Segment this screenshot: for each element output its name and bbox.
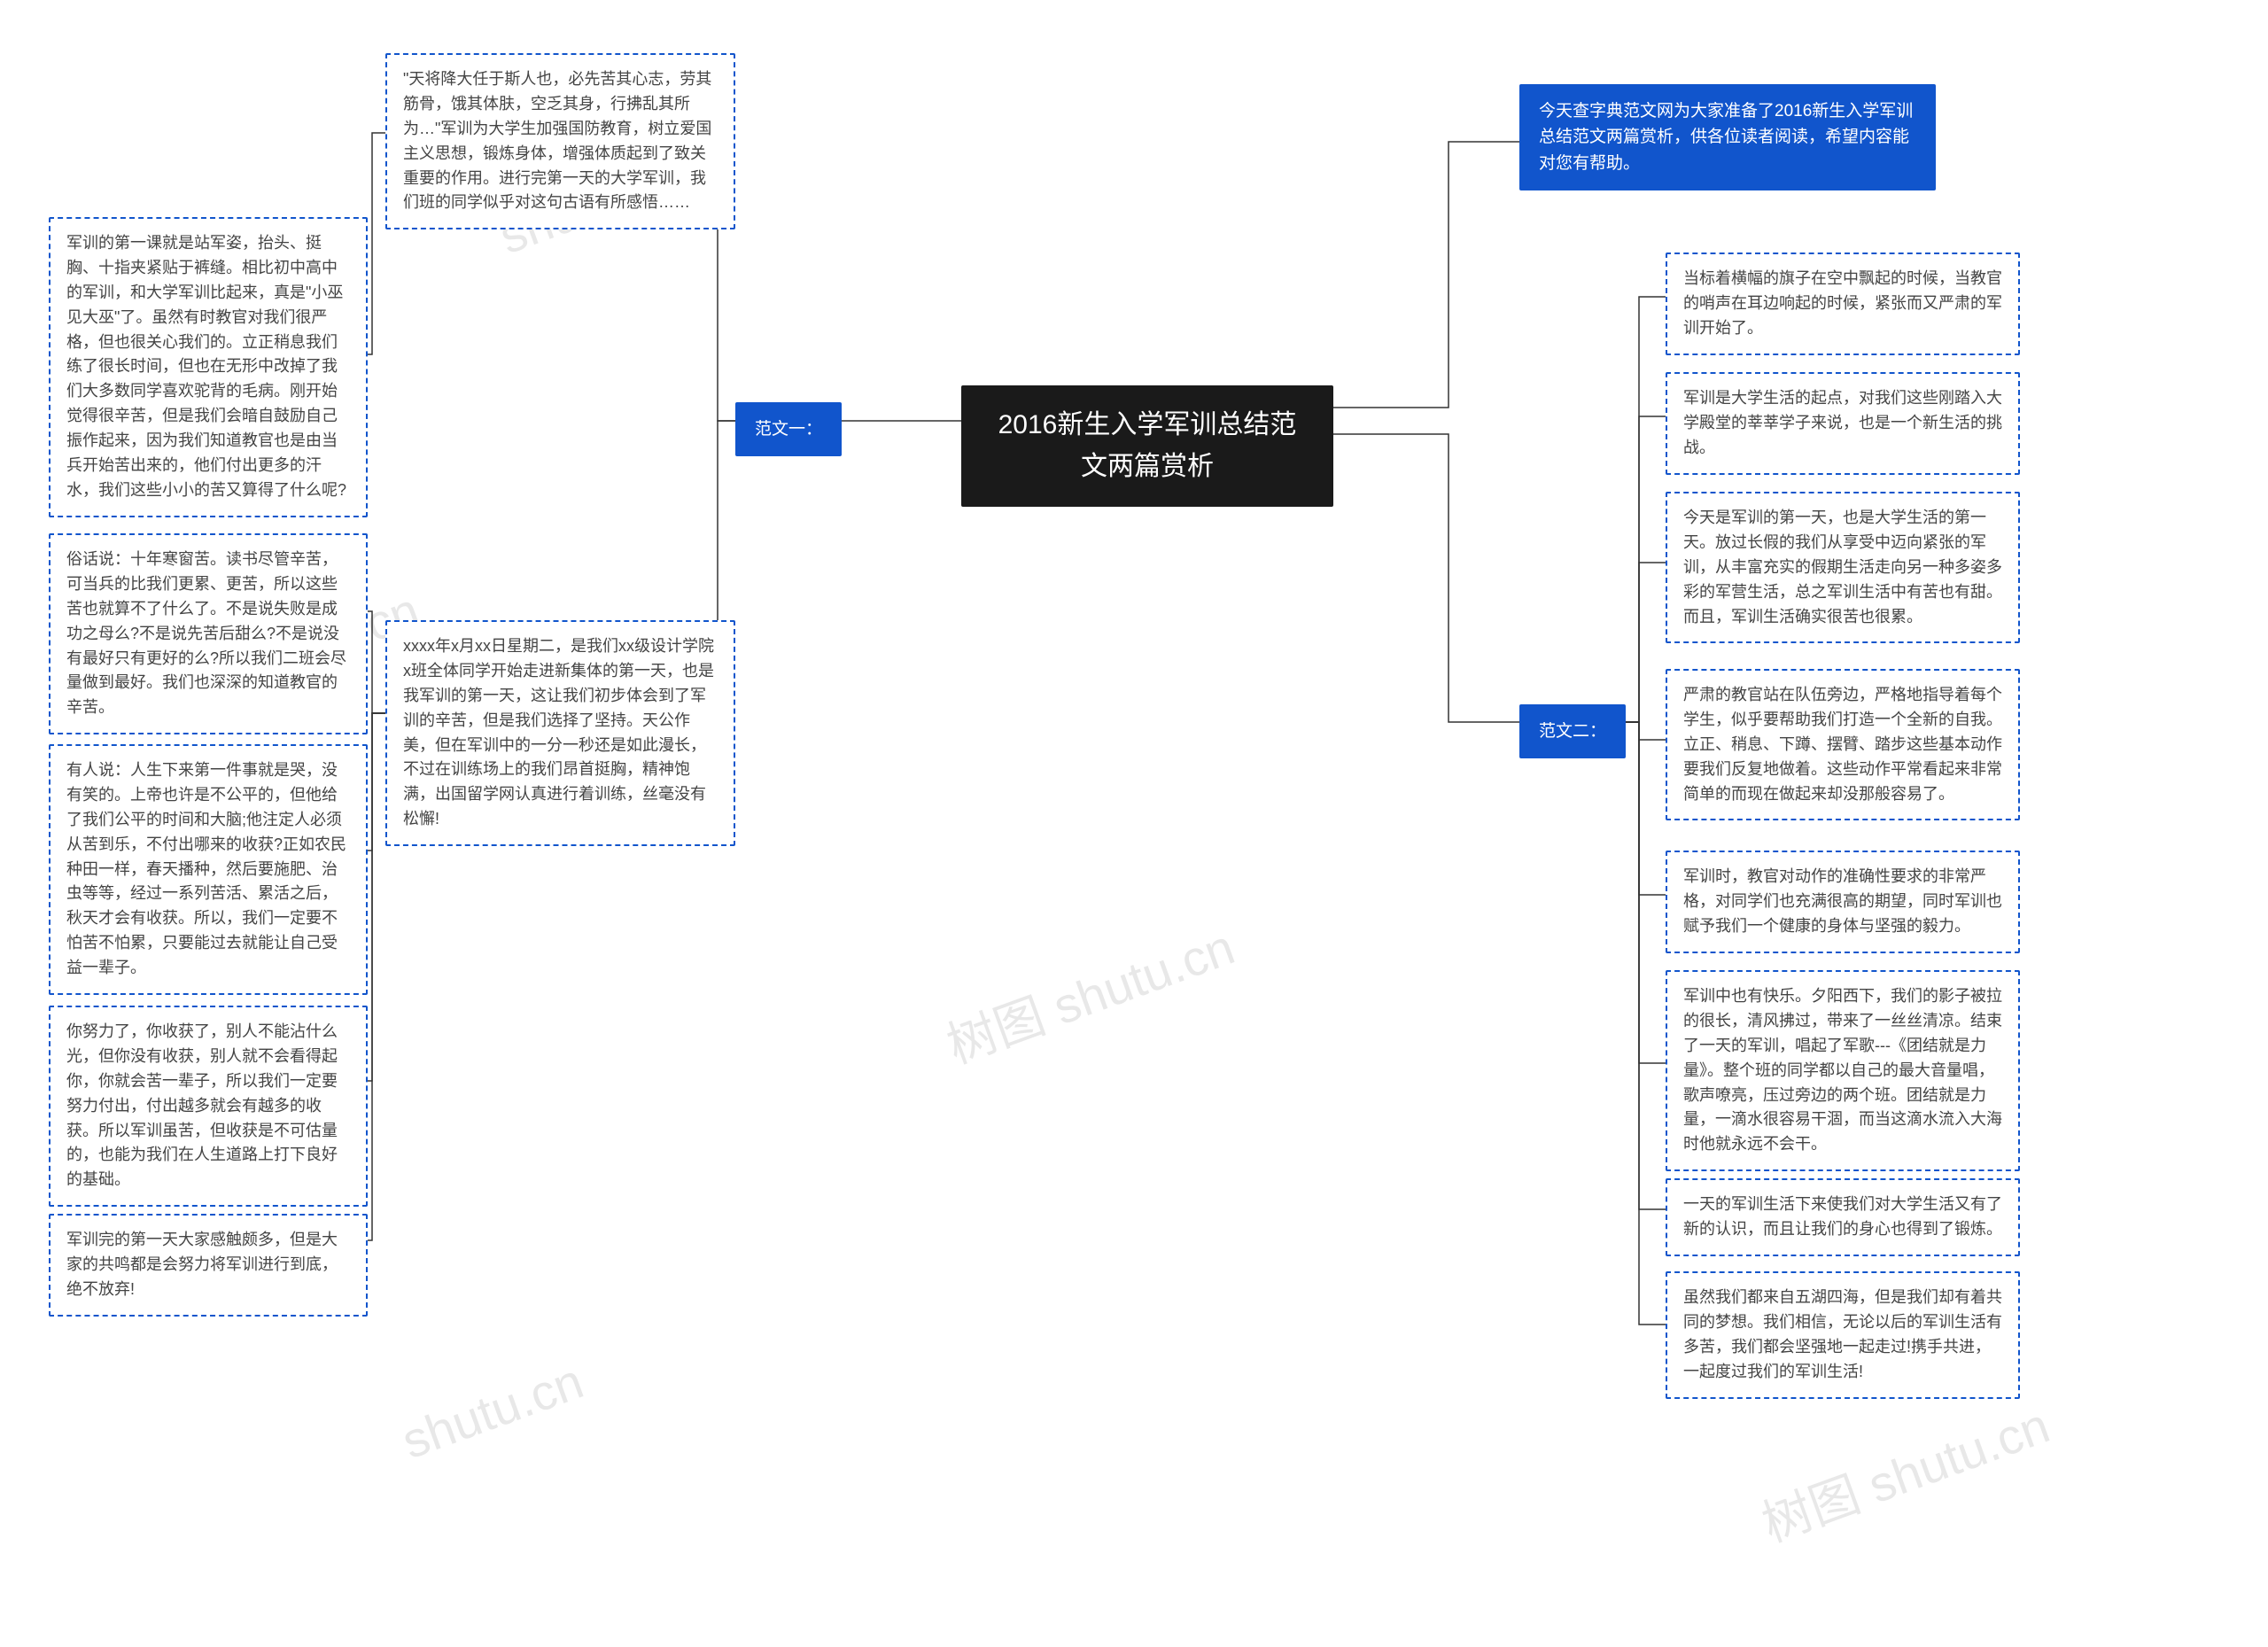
left-branch-label[interactable]: 范文一： <box>735 402 842 456</box>
left-col1-item[interactable]: xxxx年x月xx日星期二，是我们xx级设计学院x班全体同学开始走进新集体的第一… <box>385 620 735 846</box>
right-item[interactable]: 军训中也有快乐。夕阳西下，我们的影子被拉的很长，清风拂过，带来了一丝丝清凉。结束… <box>1666 970 2020 1171</box>
left-col2-item[interactable]: 你努力了，你收获了，别人不能沾什么光，但你没有收获，别人就不会看得起你，你就会苦… <box>49 1006 368 1207</box>
left-col2-item[interactable]: 军训完的第一天大家感触颇多，但是大家的共鸣都是会努力将军训进行到底，绝不放弃! <box>49 1214 368 1317</box>
watermark: 树图 shutu.cn <box>1751 1386 2058 1556</box>
intro-node[interactable]: 今天查字典范文网为大家准备了2016新生入学军训总结范文两篇赏析，供各位读者阅读… <box>1519 84 1936 190</box>
right-item[interactable]: 今天是军训的第一天，也是大学生活的第一天。放过长假的我们从享受中迈向紧张的军训，… <box>1666 492 2020 643</box>
right-item[interactable]: 军训时，教官对动作的准确性要求的非常严格，对同学们也充满很高的期望，同时军训也赋… <box>1666 851 2020 953</box>
right-branch-label[interactable]: 范文二： <box>1519 704 1626 758</box>
right-item[interactable]: 严肃的教官站在队伍旁边，严格地指导着每个学生，似乎要帮助我们打造一个全新的自我。… <box>1666 669 2020 820</box>
watermark: 树图 shutu.cn <box>936 907 1243 1077</box>
center-topic[interactable]: 2016新生入学军训总结范文两篇赏析 <box>961 385 1333 507</box>
left-col2-item[interactable]: 有人说：人生下来第一件事就是哭，没有笑的。上帝也许是不公平的，但他给了我们公平的… <box>49 744 368 995</box>
right-item[interactable]: 一天的军训生活下来使我们对大学生活又有了新的认识，而且让我们的身心也得到了锻炼。 <box>1666 1178 2020 1256</box>
right-item[interactable]: 军训是大学生活的起点，对我们这些刚踏入大学殿堂的莘莘学子来说，也是一个新生活的挑… <box>1666 372 2020 475</box>
left-col2-item[interactable]: 俗话说：十年寒窗苦。读书尽管辛苦，可当兵的比我们更累、更苦，所以这些苦也就算不了… <box>49 533 368 734</box>
left-col2-item[interactable]: 军训的第一课就是站军姿，抬头、挺胸、十指夹紧贴于裤缝。相比初中高中的军训，和大学… <box>49 217 368 517</box>
watermark: shutu.cn <box>394 1352 590 1470</box>
left-col1-item[interactable]: "天将降大任于斯人也，必先苦其心志，劳其筋骨，饿其体肤，空乏其身，行拂乱其所为…… <box>385 53 735 229</box>
right-item[interactable]: 虽然我们都来自五湖四海，但是我们却有着共同的梦想。我们相信，无论以后的军训生活有… <box>1666 1271 2020 1399</box>
right-item[interactable]: 当标着横幅的旗子在空中飘起的时候，当教官的哨声在耳边响起的时候，紧张而又严肃的军… <box>1666 252 2020 355</box>
